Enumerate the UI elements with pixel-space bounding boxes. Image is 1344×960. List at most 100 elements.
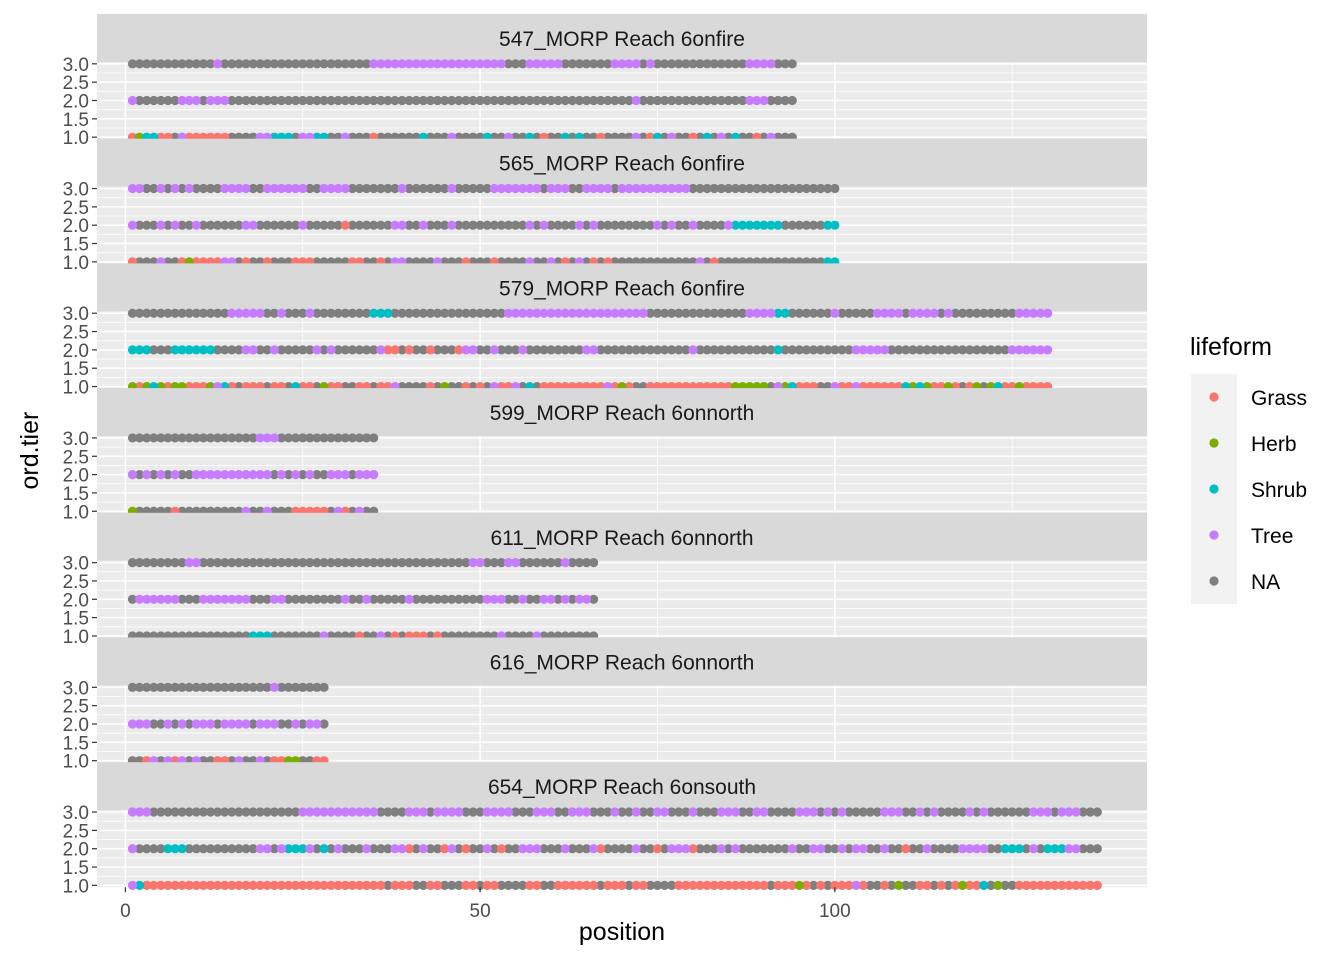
data-point-tree: [177, 95, 187, 106]
data-point-na: [801, 345, 812, 355]
data-point-tree: [482, 844, 492, 854]
data-point-na: [276, 95, 287, 106]
data-point-na: [596, 880, 606, 890]
data-point-na: [503, 345, 514, 355]
data-point-na: [716, 345, 726, 355]
data-point-shrub: [376, 308, 386, 318]
data-point-grass: [723, 880, 734, 890]
panels-layer: 547_MORP Reach 6onfire1.01.52.02.53.0565…: [63, 14, 1147, 897]
data-point-na: [440, 345, 450, 355]
data-point-tree: [170, 183, 180, 194]
data-point-na: [205, 844, 216, 854]
data-point-na: [177, 558, 187, 568]
data-point-na: [291, 807, 301, 817]
data-point-na: [425, 183, 436, 194]
data-point-na: [447, 95, 457, 106]
data-point-na: [759, 844, 769, 854]
data-point-tree: [510, 308, 521, 318]
data-point-tree: [539, 59, 549, 69]
data-point-na: [184, 594, 194, 604]
data-point-na: [574, 95, 585, 106]
data-point-tree: [539, 807, 549, 817]
data-point-na: [326, 558, 336, 568]
data-point-tree: [198, 719, 209, 729]
data-point-tree: [305, 844, 315, 854]
y-tick-label: 1.5: [63, 359, 89, 380]
data-point-tree: [546, 594, 556, 604]
data-point-na: [631, 345, 641, 355]
data-point-tree: [972, 844, 982, 854]
data-point-na: [205, 59, 216, 69]
data-point-na: [965, 345, 975, 355]
data-point-na: [255, 807, 265, 817]
data-point-tree: [837, 807, 847, 817]
data-point-na: [567, 844, 577, 854]
data-point-na: [432, 308, 443, 318]
data-point-tree: [461, 345, 471, 355]
data-point-na: [510, 844, 521, 854]
data-point-tree: [227, 594, 237, 604]
data-point-na: [149, 183, 159, 194]
data-point-na: [170, 807, 180, 817]
data-point-na: [255, 95, 265, 106]
data-point-na: [950, 807, 961, 817]
data-point-grass: [759, 880, 769, 890]
data-point-na: [269, 220, 279, 230]
data-point-na: [787, 183, 797, 194]
data-point-na: [922, 807, 932, 817]
data-point-grass: [489, 880, 499, 890]
data-point-tree: [1071, 844, 1081, 854]
data-point-na: [326, 433, 336, 443]
data-point-na: [837, 345, 847, 355]
data-point-na: [780, 183, 790, 194]
data-point-na: [532, 558, 542, 568]
data-point-tree: [227, 308, 237, 318]
data-point-na: [361, 558, 372, 568]
data-point-grass: [787, 880, 797, 890]
data-point-na: [674, 95, 684, 106]
data-point-grass: [440, 844, 450, 854]
data-point-na: [617, 95, 627, 106]
data-point-grass: [688, 880, 698, 890]
data-point-na: [993, 844, 1003, 854]
data-point-na: [397, 308, 407, 318]
data-point-grass: [1035, 880, 1046, 890]
data-point-grass: [425, 880, 436, 890]
data-point-na: [1000, 345, 1010, 355]
legend-entry: Shrub: [1191, 466, 1307, 512]
y-tick-label: 2.0: [63, 341, 89, 362]
data-point-na: [134, 470, 145, 480]
data-point-tree: [198, 470, 209, 480]
data-point-na: [610, 183, 620, 194]
data-point-na: [851, 807, 861, 817]
data-point-na: [319, 719, 329, 729]
data-point-tree: [1035, 345, 1046, 355]
data-point-na: [440, 558, 450, 568]
data-point-na: [723, 95, 734, 106]
data-point-na: [461, 220, 471, 230]
data-point-tree: [149, 594, 159, 604]
data-point-na: [319, 682, 329, 692]
data-point-tree: [468, 345, 478, 355]
data-point-na: [702, 345, 712, 355]
data-point-na: [390, 807, 400, 817]
data-point-tree: [191, 470, 201, 480]
data-point-tree: [574, 807, 585, 817]
data-point-tree: [269, 183, 279, 194]
data-point-na: [262, 594, 272, 604]
data-point-na: [695, 807, 705, 817]
data-point-tree: [915, 308, 925, 318]
data-point-tree: [1071, 807, 1081, 817]
data-point-tree: [184, 183, 194, 194]
data-point-shrub: [1050, 844, 1060, 854]
x-tick-label: 50: [470, 901, 491, 922]
data-point-tree: [191, 95, 201, 106]
data-point-na: [369, 345, 379, 355]
data-point-tree: [333, 470, 343, 480]
data-point-na: [383, 880, 393, 890]
data-point-shrub: [738, 220, 748, 230]
data-point-na: [191, 594, 201, 604]
data-point-tree: [723, 220, 734, 230]
data-point-na: [333, 308, 343, 318]
